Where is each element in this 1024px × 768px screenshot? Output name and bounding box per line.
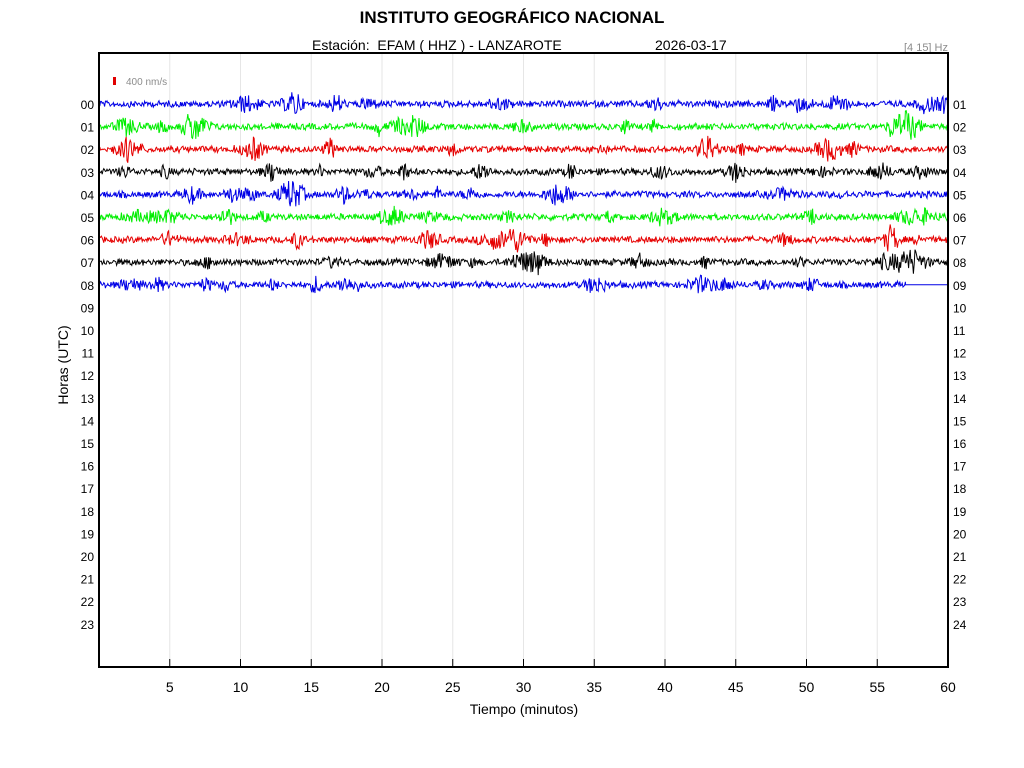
right-hour-label: 19 <box>953 505 967 519</box>
x-tick-label: 20 <box>374 679 390 695</box>
scale-label: 400 nm/s <box>126 77 167 88</box>
left-hour-label: 11 <box>82 347 95 361</box>
right-hour-ticks: 01 02 03 04 05 06 07 08 09 10 11 12 13 14 15 16 17 18 19 20… <box>953 98 967 632</box>
left-hour-label: 20 <box>81 550 95 564</box>
right-hour-label: 09 <box>953 279 967 293</box>
right-hour-label: 24 <box>953 618 967 632</box>
x-tick-label: 45 <box>728 679 744 695</box>
x-tick-label: 30 <box>516 679 532 695</box>
left-hour-label: 16 <box>81 460 95 474</box>
left-hour-label: 21 <box>81 573 95 587</box>
trace-hour-0 <box>98 92 949 115</box>
right-hour-label: 18 <box>953 482 967 496</box>
left-hour-label: 12 <box>81 369 95 383</box>
left-hour-label: 17 <box>81 482 95 496</box>
left-hour-label: 09 <box>81 301 95 315</box>
left-hour-label: 18 <box>81 505 95 519</box>
left-hour-label: 06 <box>81 234 95 248</box>
right-hour-label: 15 <box>953 414 967 428</box>
right-hour-label: 10 <box>953 301 967 315</box>
right-hour-label: 02 <box>953 121 967 135</box>
x-tick-label: 40 <box>657 679 673 695</box>
x-tick-label: 5 <box>166 679 174 695</box>
seismic-traces <box>98 92 949 294</box>
right-hour-label: 20 <box>953 527 967 541</box>
trace-hour-6 <box>98 224 949 253</box>
right-hour-label: 13 <box>953 369 967 383</box>
right-hour-label: 14 <box>953 392 967 406</box>
y-axis-label: Horas (UTC) <box>55 325 71 404</box>
x-tick-label: 60 <box>940 679 956 695</box>
right-hour-label: 12 <box>953 347 967 361</box>
x-axis-label: Tiempo (minutos) <box>470 701 578 717</box>
trace-hour-3 <box>98 162 949 183</box>
right-hour-label: 01 <box>953 98 967 112</box>
trace-hour-7 <box>98 249 949 276</box>
right-hour-label: 21 <box>953 550 967 564</box>
left-hour-label: 08 <box>81 279 95 293</box>
x-tick-label: 35 <box>586 679 602 695</box>
left-hour-label: 22 <box>81 595 95 609</box>
left-hour-label: 15 <box>81 437 95 451</box>
date-label: 2026-03-17 <box>655 37 727 53</box>
left-hour-label: 14 <box>81 414 95 428</box>
right-hour-label: 05 <box>953 188 967 202</box>
left-hour-label: 07 <box>81 256 95 270</box>
right-hour-label: 22 <box>953 573 967 587</box>
left-hour-label: 23 <box>81 618 95 632</box>
right-hour-label: 08 <box>953 256 967 270</box>
chart-title: INSTITUTO GEOGRÁFICO NACIONAL <box>359 8 665 27</box>
trace-hour-4 <box>98 180 949 207</box>
trace-hour-8 <box>98 274 948 294</box>
frequency-band-label: [4 15] Hz <box>903 42 948 54</box>
grid-lines <box>169 54 878 666</box>
x-tick-label: 25 <box>445 679 461 695</box>
right-hour-label: 07 <box>953 234 967 248</box>
left-hour-label: 19 <box>81 527 95 541</box>
right-hour-label: 11 <box>953 324 966 338</box>
station-label: Estación: EFAM ( HHZ ) - LANZAROTE <box>312 37 562 53</box>
right-hour-label: 23 <box>953 595 967 609</box>
left-hour-label: 10 <box>81 324 95 338</box>
left-hour-label: 03 <box>81 166 95 180</box>
right-hour-label: 17 <box>953 460 967 474</box>
trace-hour-2 <box>98 135 949 163</box>
trace-hour-5 <box>98 205 949 227</box>
left-hour-ticks: 00 01 02 03 04 05 06 07 08 09 10 11 12 13 14 15 16 17 18 19… <box>81 98 95 632</box>
x-tick-label: 15 <box>303 679 319 695</box>
x-tick-label: 55 <box>869 679 885 695</box>
scale-bar <box>113 77 116 85</box>
right-hour-label: 16 <box>953 437 967 451</box>
x-tick-label: 50 <box>799 679 815 695</box>
left-hour-label: 00 <box>81 98 95 112</box>
right-hour-label: 04 <box>953 166 967 180</box>
left-hour-label: 13 <box>81 392 95 406</box>
left-hour-label: 02 <box>81 143 95 157</box>
x-tick-label: 10 <box>233 679 249 695</box>
left-hour-label: 01 <box>81 121 95 135</box>
left-hour-label: 05 <box>81 211 95 225</box>
right-hour-label: 06 <box>953 211 967 225</box>
trace-hour-1 <box>98 110 949 140</box>
right-hour-label: 03 <box>953 143 967 157</box>
left-hour-label: 04 <box>81 188 95 202</box>
x-axis-ticks: 5 10 15 20 25 30 35 40 45 50 55 60 <box>166 659 956 695</box>
